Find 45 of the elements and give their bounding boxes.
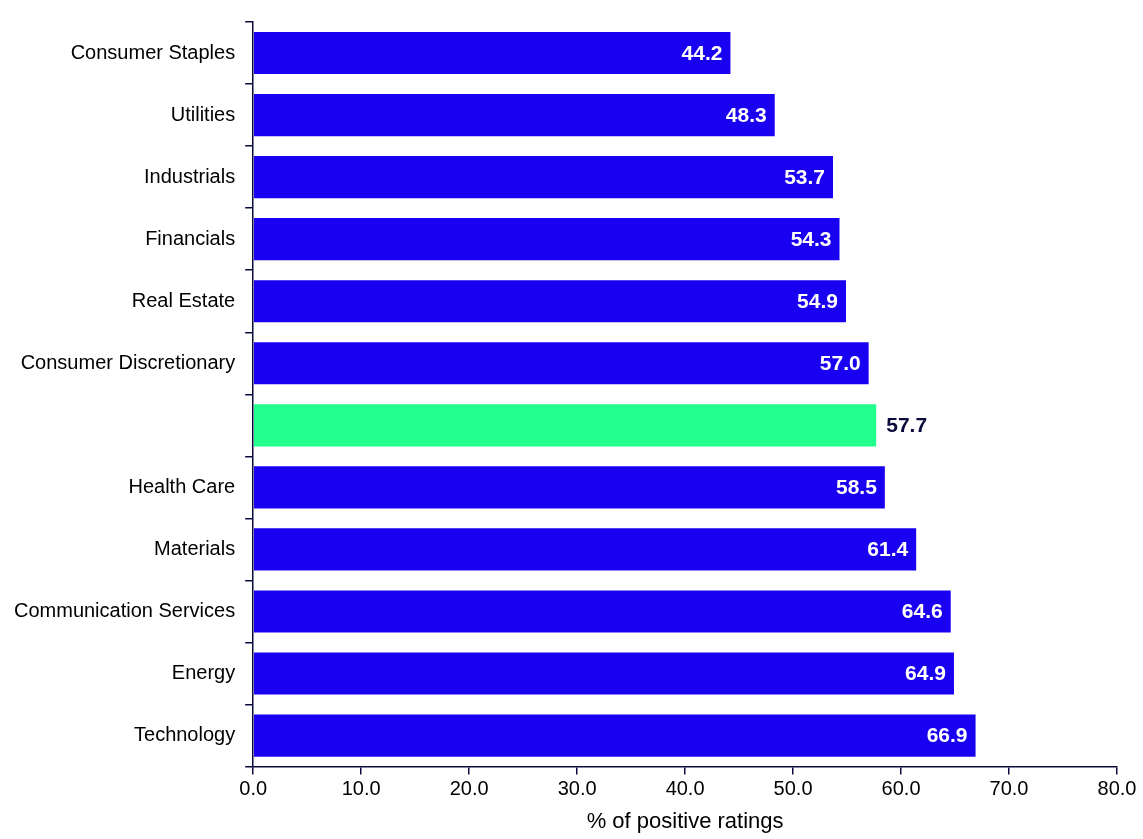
- bar: [253, 466, 885, 509]
- x-tick-label: 70.0: [989, 777, 1029, 800]
- bar: [253, 93, 775, 137]
- y-tick-label: Health Care: [128, 474, 236, 497]
- x-tick-label: 30.0: [557, 777, 597, 800]
- x-tick-label: 0.0: [239, 777, 268, 800]
- x-tick-label: 20.0: [449, 777, 489, 800]
- y-tick-label: Utilities: [170, 102, 236, 125]
- data-label: 64.6: [901, 599, 943, 623]
- x-axis-title: % of positive ratings: [586, 807, 784, 833]
- x-tick-label: 50.0: [773, 777, 813, 800]
- bar: [253, 156, 834, 199]
- data-label: 66.9: [926, 723, 968, 747]
- y-tick-label: Energy: [171, 661, 236, 684]
- data-label: 54.9: [797, 289, 838, 313]
- y-tick-label: Consumer Staples: [70, 40, 236, 63]
- data-label: 57.7: [886, 413, 928, 437]
- x-tick-label: 10.0: [341, 777, 381, 800]
- bar: [253, 218, 840, 261]
- y-tick-label: Technology: [134, 723, 236, 746]
- bar: [253, 404, 877, 447]
- y-tick-label: Materials: [154, 536, 236, 559]
- data-label: 44.2: [681, 40, 723, 64]
- bar: [253, 590, 951, 633]
- y-tick-label: Real Estate: [131, 288, 236, 311]
- bar: [253, 280, 846, 323]
- bar: [253, 528, 917, 571]
- x-tick-label: 80.0: [1097, 777, 1137, 800]
- data-label: 53.7: [784, 164, 826, 188]
- bar: [253, 714, 976, 757]
- bar: [253, 31, 731, 75]
- data-label: 54.3: [790, 226, 832, 250]
- bar: [253, 342, 869, 385]
- data-label: 57.0: [819, 351, 861, 375]
- data-label: 58.5: [835, 475, 878, 499]
- y-tick-label: Consumer Discretionary: [20, 350, 236, 373]
- y-tick-label: Financials: [145, 226, 236, 249]
- x-tick-label: 60.0: [881, 777, 921, 800]
- data-label: 64.9: [905, 661, 946, 685]
- data-label: 61.4: [867, 537, 909, 561]
- bar: [253, 652, 954, 695]
- data-label: 48.3: [725, 102, 767, 126]
- y-tick-label: Communication Services: [13, 598, 236, 621]
- y-tick-label: Industrials: [144, 164, 236, 187]
- x-tick-label: 40.0: [665, 777, 705, 800]
